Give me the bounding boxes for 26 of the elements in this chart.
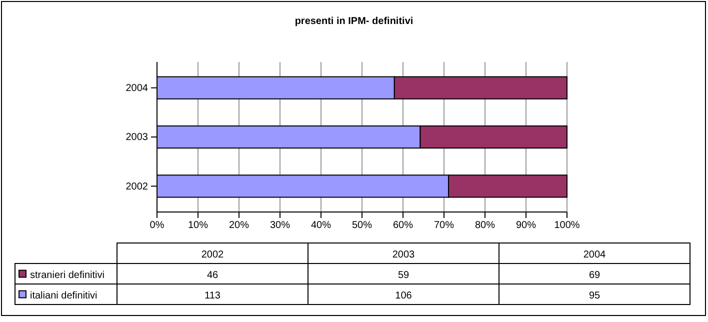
legend-label: italiani definitivi bbox=[30, 290, 98, 302]
x-tick-label: 80% bbox=[474, 220, 496, 232]
x-tick-label: 50% bbox=[352, 220, 372, 232]
x-tick-label: 40% bbox=[310, 220, 332, 232]
data-label: 59 bbox=[398, 270, 410, 281]
x-tick-label: 60% bbox=[392, 220, 414, 232]
data-label: 95 bbox=[588, 290, 600, 302]
x-tick-label: 100% bbox=[554, 220, 580, 232]
x-tick-label: 30% bbox=[270, 220, 290, 232]
data-label: 106 bbox=[395, 290, 412, 302]
data-label: 69 bbox=[588, 270, 600, 281]
data-label: 113 bbox=[204, 290, 221, 302]
category-label: 2003 bbox=[392, 249, 416, 260]
data-label: 46 bbox=[206, 270, 218, 281]
category-label: 2004 bbox=[583, 249, 606, 260]
chart-title: presenti in IPM- definitivi bbox=[294, 16, 414, 27]
x-tick-label: 20% bbox=[228, 220, 250, 232]
category-label: 2002 bbox=[201, 249, 224, 260]
y-tick-label: 2003 bbox=[126, 132, 148, 144]
legend-label: stranieri definitivi bbox=[30, 270, 104, 281]
x-tick-label: 70% bbox=[434, 220, 454, 232]
x-tick-label: 10% bbox=[188, 220, 208, 232]
x-tick-label: 0% bbox=[150, 220, 164, 232]
y-tick-label: 2004 bbox=[126, 83, 148, 94]
y-tick-label: 2002 bbox=[126, 181, 148, 192]
x-tick-label: 90% bbox=[516, 220, 536, 232]
